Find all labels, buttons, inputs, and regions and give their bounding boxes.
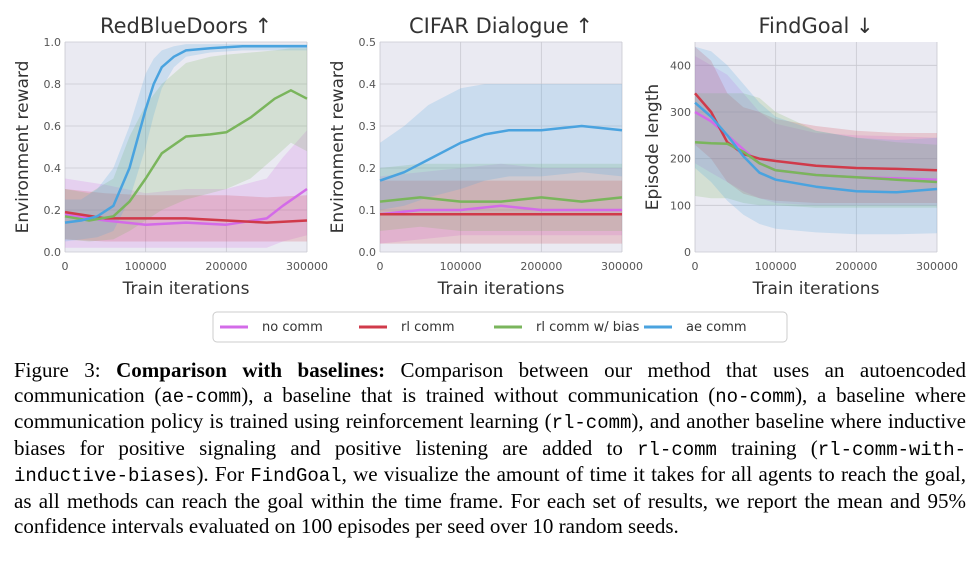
series-line-ae-comm: [379, 124, 623, 182]
x-tick-label: 200000: [520, 260, 562, 273]
caption-figure-label: Figure 3:: [14, 358, 101, 382]
y-tick-label: 100: [670, 199, 691, 212]
x-tick-label: 200000: [205, 260, 247, 273]
x-axis-label: Train iterations: [437, 279, 565, 299]
x-tick-label: 200000: [835, 260, 877, 273]
x-tick-label: 100000: [755, 260, 797, 273]
plot-background: [380, 42, 622, 252]
confidence-band-rl-comm: [65, 189, 307, 242]
y-tick-label: 0.6: [44, 120, 62, 133]
series-line-rl-comm-w-bias: [64, 89, 308, 222]
chart-title: RedBlueDoors ↑: [100, 14, 272, 38]
caption-text-3: ), a baseline where communication policy…: [14, 382, 966, 434]
series-line-rl-comm-w-bias: [694, 141, 938, 184]
chart-panel-1: 0 100000 200000 300000 0.0 0.2 0.4 0.6 0.8 1.0 Red…: [13, 14, 328, 299]
y-tick-label: 0.5: [359, 36, 377, 49]
series-line-no-comm: [64, 187, 308, 226]
y-tick-label: 0.3: [359, 120, 377, 133]
caption-code-rl-comm-with-inductive-biases: rl-comm-with-inductive-biases: [14, 438, 967, 488]
chart-title: CIFAR Dialogue ↑: [409, 14, 593, 38]
series-line-no-comm: [379, 204, 622, 216]
x-tick-label: 300000: [601, 260, 643, 273]
legend: no comm rl comm rl comm w/ bias ae comm: [212, 311, 788, 343]
chart-panel-3: 0 100000 200000 300000 0 100 200 300 400 FindGoal…: [643, 14, 958, 299]
x-tick-label: 100000: [125, 260, 167, 273]
chart-title: FindGoal ↓: [758, 14, 873, 38]
x-tick-label: 0: [377, 260, 384, 273]
figure: 0 100000 200000 300000 0.0 0.2 0.4 0.6 0.8 1.0 Red…: [13, 14, 958, 343]
x-axis-label: Train iterations: [752, 279, 880, 299]
y-axis-label: Environment reward: [328, 61, 348, 234]
confidence-band-ae-comm: [380, 84, 622, 210]
y-tick-label: 1.0: [44, 36, 62, 49]
y-tick-label: 200: [670, 153, 691, 166]
y-tick-label: 0.0: [359, 246, 377, 259]
x-tick-label: 300000: [286, 260, 328, 273]
y-tick-label: 400: [670, 59, 691, 72]
y-tick-label: 0: [684, 246, 691, 259]
confidence-band-rl-comm: [695, 46, 937, 204]
y-tick-label: 0.4: [44, 162, 62, 175]
confidence-band-no-comm: [380, 163, 622, 244]
y-tick-label: 0.4: [359, 78, 377, 91]
caption-code-ae-comm: ae-comm: [161, 385, 242, 408]
legend-label-ae-comm: ae comm: [686, 320, 747, 335]
caption-code-findgoal: FindGoal: [250, 465, 342, 488]
y-axis-label: Environment reward: [13, 61, 33, 234]
caption-text-4: ), and another baseline where inductive …: [14, 409, 966, 460]
series-line-ae-comm: [64, 44, 307, 224]
series-line-rl-comm-w-bias: [379, 196, 623, 203]
caption-code-rl-comm: rl-comm: [551, 412, 632, 435]
y-tick-label: 300: [670, 106, 691, 119]
x-axis-label: Train iterations: [122, 279, 250, 299]
caption-text-1: Comparison between our method that uses …: [14, 358, 967, 407]
confidence-band-rl-comm: [380, 180, 622, 244]
confidence-band-rl-comm-w-bias: [65, 48, 307, 242]
figure-svg: 0 100000 200000 3000000.00.20.40.60.81.0Red…: [13, 14, 958, 343]
caption-code-rl-comm-2: rl-comm: [637, 438, 717, 461]
caption-code-no-comm: no-comm: [715, 385, 796, 408]
x-tick-label: 100000: [440, 260, 482, 273]
chart-panel-2: 0 100000 200000 300000 0.0 0.1 0.2 0.3 0.4 0.5 CIF…: [328, 14, 643, 299]
x-tick-label: 0: [692, 260, 699, 273]
y-tick-label: 0.8: [44, 78, 62, 91]
x-tick-label: 300000: [916, 260, 958, 273]
y-tick-label: 0.2: [359, 162, 377, 175]
caption-text-2: ), a baseline that is trained without co…: [241, 382, 716, 407]
y-tick-label: 0.1: [359, 204, 377, 217]
legend-label-rl-comm-w-bias: rl comm w/ bias: [536, 320, 640, 335]
legend-label-no-comm: no comm: [262, 320, 323, 335]
figure-caption: Figure 3: Comparison with baselines: Com…: [14, 358, 966, 538]
caption-text-5: training (: [716, 435, 818, 460]
y-axis-label: Episode length: [643, 84, 663, 210]
caption-bold-title: Comparison with baselines:: [116, 358, 386, 382]
series-line-ae-comm: [694, 101, 938, 194]
y-tick-label: 0.2: [44, 204, 62, 217]
legend-label-rl-comm: rl comm: [401, 320, 455, 335]
caption-text-7: , we visualize the amount of time it tak…: [14, 462, 966, 538]
x-tick-label: 0: [62, 260, 69, 273]
y-tick-label: 0.0: [44, 246, 62, 259]
caption-text-6: ). For: [196, 462, 251, 487]
confidence-band-ae-comm: [65, 44, 307, 242]
confidence-band-ae-comm: [695, 46, 937, 235]
